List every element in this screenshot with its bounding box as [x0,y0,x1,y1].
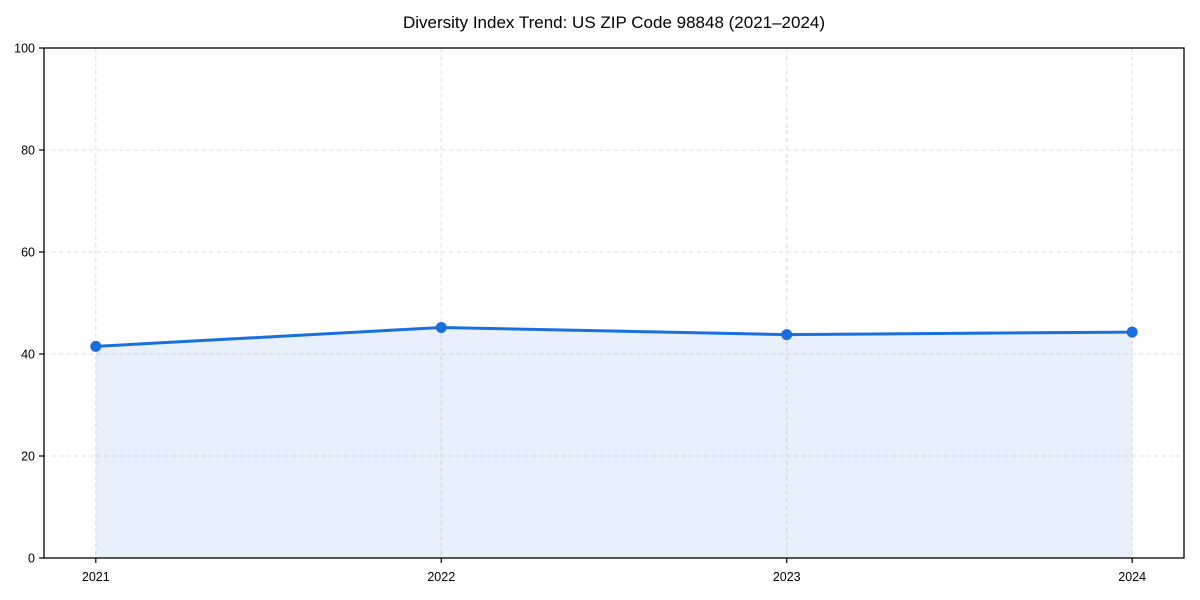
y-axis-tick-label: 100 [14,41,35,55]
chart-title: Diversity Index Trend: US ZIP Code 98848… [402,13,826,32]
x-axis-tick-label: 2021 [82,570,110,584]
y-axis-tick-label: 60 [21,245,35,259]
data-point-marker [781,329,793,341]
x-axis-tick-label: 2024 [1118,570,1146,584]
plot-border [43,47,1185,559]
y-axis-tick-label: 40 [21,347,35,361]
x-axis-tick-label: 2022 [427,570,455,584]
y-axis-tick-label: 80 [21,143,35,157]
data-point-marker [435,321,447,333]
area-fill [95,327,1133,558]
y-axis-tick-label: 20 [21,449,35,463]
data-point-marker [1126,326,1138,338]
data-point-marker [90,340,102,352]
trend-line [94,325,1134,348]
x-axis-tick-label: 2023 [773,570,801,584]
y-axis-tick-label: 0 [28,551,35,565]
